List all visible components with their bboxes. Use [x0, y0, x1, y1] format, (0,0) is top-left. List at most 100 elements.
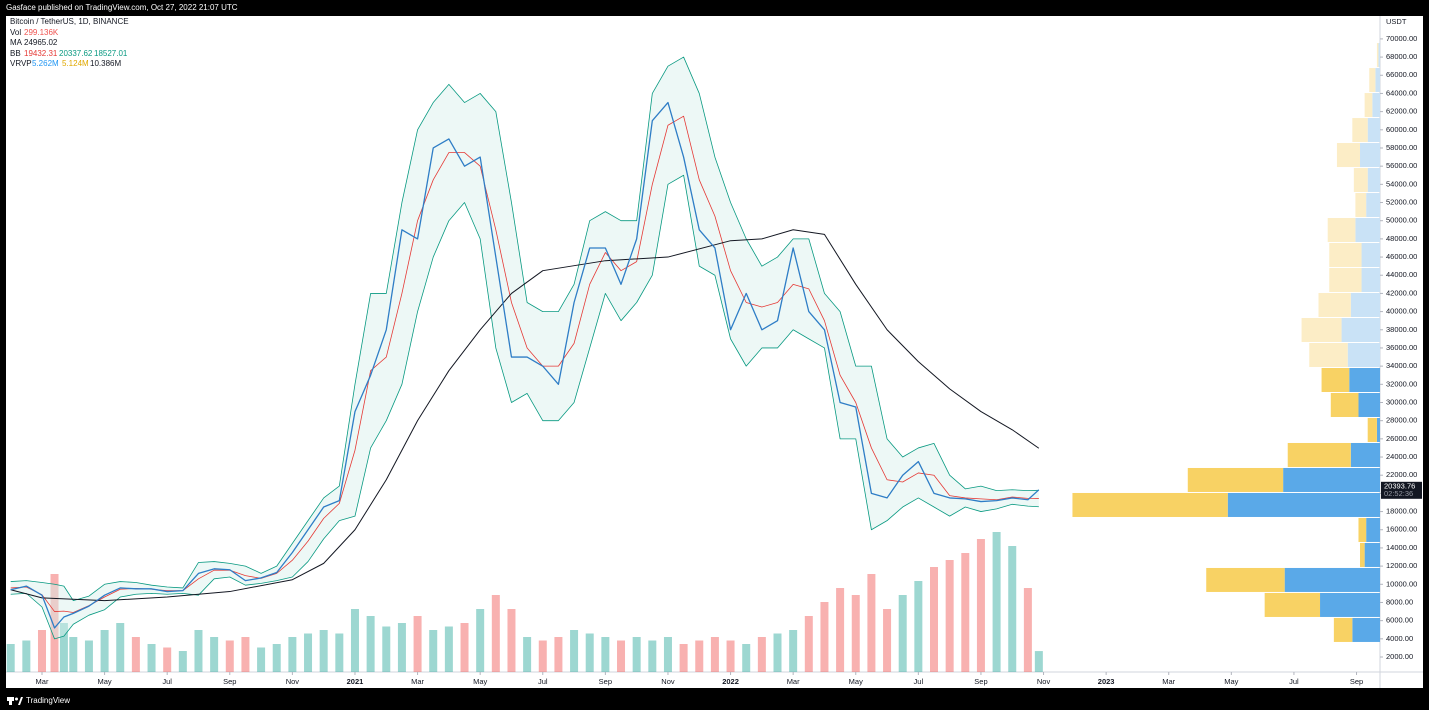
profile-down — [1369, 68, 1376, 93]
legend-title: Bitcoin / TetherUS, 1D, BINANCE — [10, 17, 129, 26]
volume-bar — [945, 560, 954, 672]
y-tick-label: 44000.00 — [1386, 270, 1417, 279]
y-tick-label: 48000.00 — [1386, 234, 1417, 243]
volume-bar — [444, 626, 453, 672]
profile-down — [1352, 118, 1368, 143]
legend-vrvp: VRVP — [10, 59, 32, 68]
volume-bar — [632, 637, 641, 672]
profile-up — [1284, 567, 1380, 592]
y-tick-label: 30000.00 — [1386, 397, 1417, 406]
profile-down — [1321, 367, 1350, 392]
volume-bar — [617, 640, 626, 672]
profile-up — [1361, 268, 1380, 293]
profile-up — [1364, 542, 1380, 567]
volume-bar — [460, 623, 469, 672]
profile-down — [1301, 318, 1342, 343]
profile-down — [1353, 168, 1368, 193]
legend-ma-value: 24965.02 — [24, 38, 58, 47]
x-tick-label: Mar — [36, 677, 49, 686]
y-tick-label: 54000.00 — [1386, 179, 1417, 188]
y-tick-label: 22000.00 — [1386, 470, 1417, 479]
ma-line — [10, 229, 1040, 602]
volume-bar — [663, 637, 672, 672]
profile-up — [1378, 43, 1380, 68]
bb-basis — [10, 115, 1039, 613]
volume-bar — [194, 630, 203, 672]
volume-bar — [257, 647, 266, 672]
volume-bar — [491, 595, 500, 672]
last-price-label: 20393.76 — [1384, 481, 1415, 490]
volume-bar — [50, 574, 59, 672]
profile-down — [1072, 492, 1228, 517]
profile-up — [1349, 367, 1380, 392]
x-tick-label: Sep — [599, 677, 612, 686]
volume-bar — [914, 581, 923, 672]
y-tick-label: 58000.00 — [1386, 143, 1417, 152]
volume-bar — [397, 623, 406, 672]
y-tick-label: 10000.00 — [1386, 579, 1417, 588]
volume-bar — [272, 644, 281, 672]
y-tick-label: 46000.00 — [1386, 252, 1417, 261]
volume-bar — [1008, 546, 1017, 672]
x-tick-label: Mar — [411, 677, 424, 686]
legend-vol-value: 299.136K — [24, 28, 59, 37]
x-tick-label: Sep — [974, 677, 987, 686]
x-tick-label: Mar — [787, 677, 800, 686]
x-tick-label: Jul — [162, 677, 172, 686]
volume-bar — [804, 616, 813, 672]
y-tick-label: 18000.00 — [1386, 507, 1417, 516]
x-tick-label: Jul — [1289, 677, 1299, 686]
x-tick-label: 2023 — [1098, 677, 1115, 686]
volume-bar — [742, 644, 751, 672]
profile-up — [1375, 68, 1380, 93]
volume-bar — [976, 539, 985, 672]
volume-bar — [679, 644, 688, 672]
volume-bar — [116, 623, 125, 672]
y-tick-label: 68000.00 — [1386, 52, 1417, 61]
volume-bar — [851, 595, 860, 672]
countdown: 02:52:36 — [1384, 489, 1413, 498]
bb-fill — [10, 57, 1039, 639]
volume-bar — [961, 553, 970, 672]
y-tick-label: 42000.00 — [1386, 288, 1417, 297]
x-tick-label: Jul — [538, 677, 548, 686]
y-axis-label: USDT — [1386, 17, 1407, 26]
volume-bar — [210, 637, 219, 672]
profile-up — [1358, 392, 1380, 417]
volume-bar — [820, 602, 829, 672]
x-tick-label: Sep — [223, 677, 236, 686]
volume-bar — [6, 644, 15, 672]
legend-vrvp-down: 5.124M — [62, 59, 89, 68]
profile-down — [1309, 343, 1348, 367]
y-tick-label: 16000.00 — [1386, 525, 1417, 534]
profile-up — [1227, 492, 1380, 517]
publisher: Gasface published on TradingView.com, Oc… — [6, 3, 238, 12]
profile-down — [1264, 592, 1321, 617]
volume-bar — [37, 630, 46, 672]
volume-bar — [163, 647, 172, 672]
volume-bar — [366, 616, 375, 672]
profile-up — [1360, 143, 1380, 168]
brand: TradingView — [26, 696, 70, 705]
x-tick-label: Jul — [914, 677, 924, 686]
legend-bb-basis: 19432.31 — [24, 49, 58, 58]
last-price-box — [1381, 481, 1422, 499]
volume-bar — [429, 630, 438, 672]
y-tick-label: 12000.00 — [1386, 561, 1417, 570]
x-tick-label: Nov — [286, 677, 300, 686]
volume-bar — [898, 595, 907, 672]
profile-up — [1366, 193, 1380, 218]
volume-bar — [22, 640, 31, 672]
volume-bar — [867, 574, 876, 672]
volume-bar — [350, 609, 359, 672]
volume-bar — [523, 637, 532, 672]
y-tick-label: 36000.00 — [1386, 343, 1417, 352]
y-tick-label: 62000.00 — [1386, 107, 1417, 116]
y-tick-label: 40000.00 — [1386, 307, 1417, 316]
volume-bar — [335, 633, 344, 672]
volume-bar — [585, 633, 594, 672]
volume-bar — [992, 532, 1001, 672]
x-tick-label: 2022 — [722, 677, 739, 686]
y-tick-label: 56000.00 — [1386, 161, 1417, 170]
